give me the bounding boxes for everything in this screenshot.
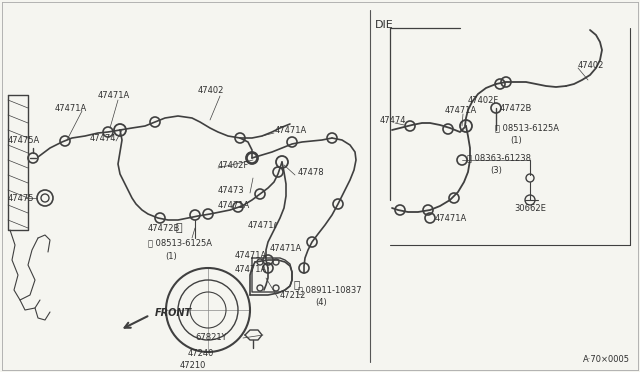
Text: FRONT: FRONT bbox=[155, 308, 192, 318]
Text: (1): (1) bbox=[510, 135, 522, 144]
Text: 47402F: 47402F bbox=[218, 160, 249, 170]
Text: (1): (1) bbox=[165, 251, 177, 260]
Text: 47473: 47473 bbox=[218, 186, 244, 195]
Text: 47471A: 47471A bbox=[55, 103, 87, 112]
Text: Ⓢ 08513-6125A: Ⓢ 08513-6125A bbox=[148, 238, 212, 247]
Text: 47402: 47402 bbox=[198, 86, 225, 94]
Text: 47475A: 47475A bbox=[8, 135, 40, 144]
Text: 47402: 47402 bbox=[578, 61, 604, 70]
Text: (4): (4) bbox=[315, 298, 327, 308]
Text: Ⓢ: Ⓢ bbox=[175, 223, 182, 233]
Text: 47471A: 47471A bbox=[235, 250, 268, 260]
Text: 67821Y: 67821Y bbox=[195, 334, 227, 343]
Text: 47471A: 47471A bbox=[270, 244, 302, 253]
Text: 47471A: 47471A bbox=[98, 90, 131, 99]
Text: DIE: DIE bbox=[375, 20, 394, 30]
Text: 47471A: 47471A bbox=[218, 201, 250, 209]
Text: A·70×0005: A·70×0005 bbox=[583, 356, 630, 365]
Text: 47474: 47474 bbox=[90, 134, 116, 142]
Text: 47478: 47478 bbox=[298, 167, 324, 176]
Text: Ⓝ 08911-10837: Ⓝ 08911-10837 bbox=[298, 285, 362, 295]
Text: 47471A: 47471A bbox=[235, 266, 268, 275]
Text: 47475: 47475 bbox=[8, 193, 35, 202]
Text: Ⓝ: Ⓝ bbox=[294, 279, 300, 289]
Text: 47212: 47212 bbox=[280, 291, 307, 299]
Text: 47471A: 47471A bbox=[435, 214, 467, 222]
Text: (3): (3) bbox=[490, 166, 502, 174]
Text: 47471A: 47471A bbox=[275, 125, 307, 135]
Text: Ⓢ 08513-6125A: Ⓢ 08513-6125A bbox=[495, 124, 559, 132]
Text: 47472B: 47472B bbox=[500, 103, 532, 112]
Text: 47210: 47210 bbox=[180, 360, 206, 369]
Text: Ⓢ 08363-61238: Ⓢ 08363-61238 bbox=[467, 154, 531, 163]
Text: 47402F: 47402F bbox=[468, 96, 499, 105]
Text: 47471ℓ: 47471ℓ bbox=[248, 221, 278, 230]
Text: 47471A: 47471A bbox=[445, 106, 477, 115]
Text: 30662E: 30662E bbox=[514, 203, 546, 212]
Text: 47472B: 47472B bbox=[148, 224, 180, 232]
Text: 47240: 47240 bbox=[188, 349, 214, 357]
Text: 47474: 47474 bbox=[380, 115, 406, 125]
